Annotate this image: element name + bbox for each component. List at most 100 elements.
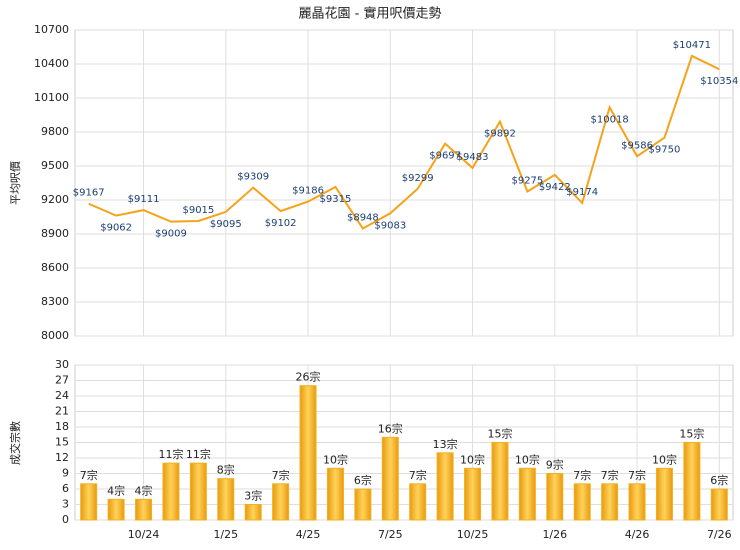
bar xyxy=(491,442,509,521)
bar xyxy=(628,483,646,521)
data-label: 7宗 xyxy=(601,468,619,482)
y-tick-label: 21 xyxy=(55,405,69,418)
data-label: $9697 xyxy=(429,151,461,162)
data-label: $9083 xyxy=(374,220,406,231)
y-tick-label: 24 xyxy=(55,389,69,402)
data-label: $9586 xyxy=(621,140,653,151)
y-tick-label: 8600 xyxy=(41,261,69,274)
bar xyxy=(354,488,372,521)
data-label: 11宗 xyxy=(158,447,183,461)
data-label: $9062 xyxy=(100,223,132,234)
data-label: $9015 xyxy=(182,205,214,216)
x-tick-label: 1/25 xyxy=(213,528,238,541)
y-tick-label: 9 xyxy=(62,467,69,480)
x-tick-label: 10/25 xyxy=(457,528,489,541)
data-label: 15宗 xyxy=(679,427,704,441)
bar xyxy=(546,473,564,521)
y-tick-label: 9500 xyxy=(41,159,69,172)
data-label: $9299 xyxy=(402,173,434,184)
y-axis-title: 成交宗數 xyxy=(8,421,22,465)
data-label: 7宗 xyxy=(628,468,646,482)
data-label: 7宗 xyxy=(272,468,290,482)
data-label: 7宗 xyxy=(80,468,98,482)
bar xyxy=(518,467,536,521)
plot-area xyxy=(74,29,734,337)
data-label: 10宗 xyxy=(323,452,348,466)
data-label: $9102 xyxy=(265,218,297,229)
y-tick-label: 30 xyxy=(55,358,69,371)
bar xyxy=(107,498,125,521)
bar xyxy=(189,462,207,521)
y-tick-label: 8900 xyxy=(41,227,69,240)
price-line xyxy=(88,54,720,230)
bar xyxy=(436,452,454,521)
data-label: 7宗 xyxy=(573,468,591,482)
x-tick-label: 4/25 xyxy=(296,528,321,541)
bar xyxy=(710,488,728,521)
data-label: $10354 xyxy=(700,76,738,87)
data-label: 6宗 xyxy=(710,473,728,487)
data-label: 3宗 xyxy=(244,489,262,503)
bar xyxy=(299,385,317,521)
data-label: 10宗 xyxy=(460,452,485,466)
y-tick-label: 10400 xyxy=(34,57,69,70)
y-tick-label: 27 xyxy=(55,374,69,387)
data-label: 26宗 xyxy=(296,370,321,384)
y-tick-label: 10700 xyxy=(34,23,69,36)
x-tick-label: 7/26 xyxy=(707,528,732,541)
x-tick-label: 1/26 xyxy=(542,528,567,541)
data-label: $9111 xyxy=(128,194,160,205)
y-tick-label: 18 xyxy=(55,420,69,433)
data-label: $8948 xyxy=(347,213,379,224)
x-tick-label: 7/25 xyxy=(378,528,403,541)
y-tick-label: 0 xyxy=(62,513,69,526)
data-label: 7宗 xyxy=(409,468,427,482)
data-label: $9009 xyxy=(155,229,187,240)
bar xyxy=(409,483,427,521)
data-label: $9186 xyxy=(292,186,324,197)
y-tick-label: 10100 xyxy=(34,91,69,104)
chart-title: 麗晶花園 - 實用呎價走勢 xyxy=(299,6,442,22)
data-label: $9174 xyxy=(566,187,598,198)
y-tick-label: 12 xyxy=(55,451,69,464)
y-tick-label: 15 xyxy=(55,436,69,449)
data-label: 10宗 xyxy=(652,452,677,466)
data-label: $9309 xyxy=(237,172,269,183)
data-label: $9167 xyxy=(73,188,105,199)
data-label: $9892 xyxy=(484,129,516,140)
bar xyxy=(573,483,591,521)
data-label: 9宗 xyxy=(546,458,564,472)
bar xyxy=(162,462,180,521)
bar xyxy=(135,498,153,521)
x-tick-label: 10/24 xyxy=(128,528,160,541)
bar xyxy=(601,483,619,521)
data-label: 16宗 xyxy=(378,421,403,435)
bar xyxy=(326,467,344,521)
data-label: 4宗 xyxy=(135,483,153,497)
data-label: $10471 xyxy=(673,40,711,51)
data-label: $9315 xyxy=(320,194,352,205)
bar xyxy=(464,467,482,521)
data-label: 11宗 xyxy=(186,447,211,461)
data-label: 13宗 xyxy=(433,437,458,451)
data-label: $10018 xyxy=(591,114,629,125)
data-label: 6宗 xyxy=(354,473,372,487)
y-tick-label: 9200 xyxy=(41,193,69,206)
y-tick-label: 6 xyxy=(62,482,69,495)
data-label: $9095 xyxy=(210,219,242,230)
bar xyxy=(655,467,673,521)
y-axis-title: 平均呎價 xyxy=(8,161,22,205)
data-label: $9422 xyxy=(539,182,571,193)
data-label: $9750 xyxy=(649,145,681,156)
data-label: 8宗 xyxy=(217,463,235,477)
y-tick-label: 3 xyxy=(62,498,69,511)
data-label: 4宗 xyxy=(107,483,125,497)
data-label: $9275 xyxy=(511,176,543,187)
bar xyxy=(381,436,399,521)
bar xyxy=(80,483,98,521)
data-label: 15宗 xyxy=(487,427,512,441)
bar xyxy=(272,483,290,521)
y-tick-label: 9800 xyxy=(41,125,69,138)
y-tick-label: 8300 xyxy=(41,295,69,308)
